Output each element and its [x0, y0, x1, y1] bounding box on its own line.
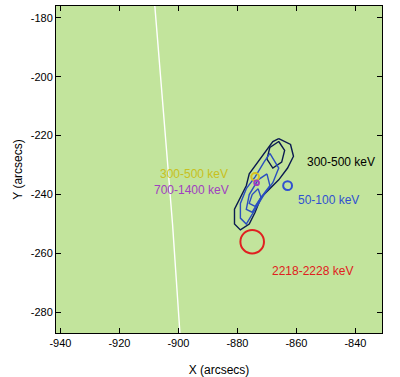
svg-text:-180: -180	[31, 12, 53, 24]
svg-text:-920: -920	[108, 337, 130, 349]
svg-text:700-1400 keV: 700-1400 keV	[154, 183, 229, 197]
svg-text:-940: -940	[49, 337, 71, 349]
svg-text:-840: -840	[344, 337, 366, 349]
svg-text:2218-2228 keV: 2218-2228 keV	[272, 264, 353, 278]
svg-text:50-100 keV: 50-100 keV	[298, 193, 359, 207]
svg-text:-220: -220	[31, 129, 53, 141]
svg-text:300-500 keV: 300-500 keV	[160, 167, 228, 181]
svg-text:-280: -280	[31, 306, 53, 318]
svg-text:X (arcsecs): X (arcsecs)	[189, 363, 250, 377]
svg-text:-900: -900	[167, 337, 189, 349]
svg-text:-260: -260	[31, 247, 53, 259]
svg-text:300-500 keV: 300-500 keV	[307, 155, 375, 169]
svg-text:-860: -860	[285, 337, 307, 349]
svg-text:-240: -240	[31, 188, 53, 200]
svg-text:Y (arcsecs): Y (arcsecs)	[11, 139, 25, 199]
svg-text:-880: -880	[226, 337, 248, 349]
svg-text:-200: -200	[31, 71, 53, 83]
